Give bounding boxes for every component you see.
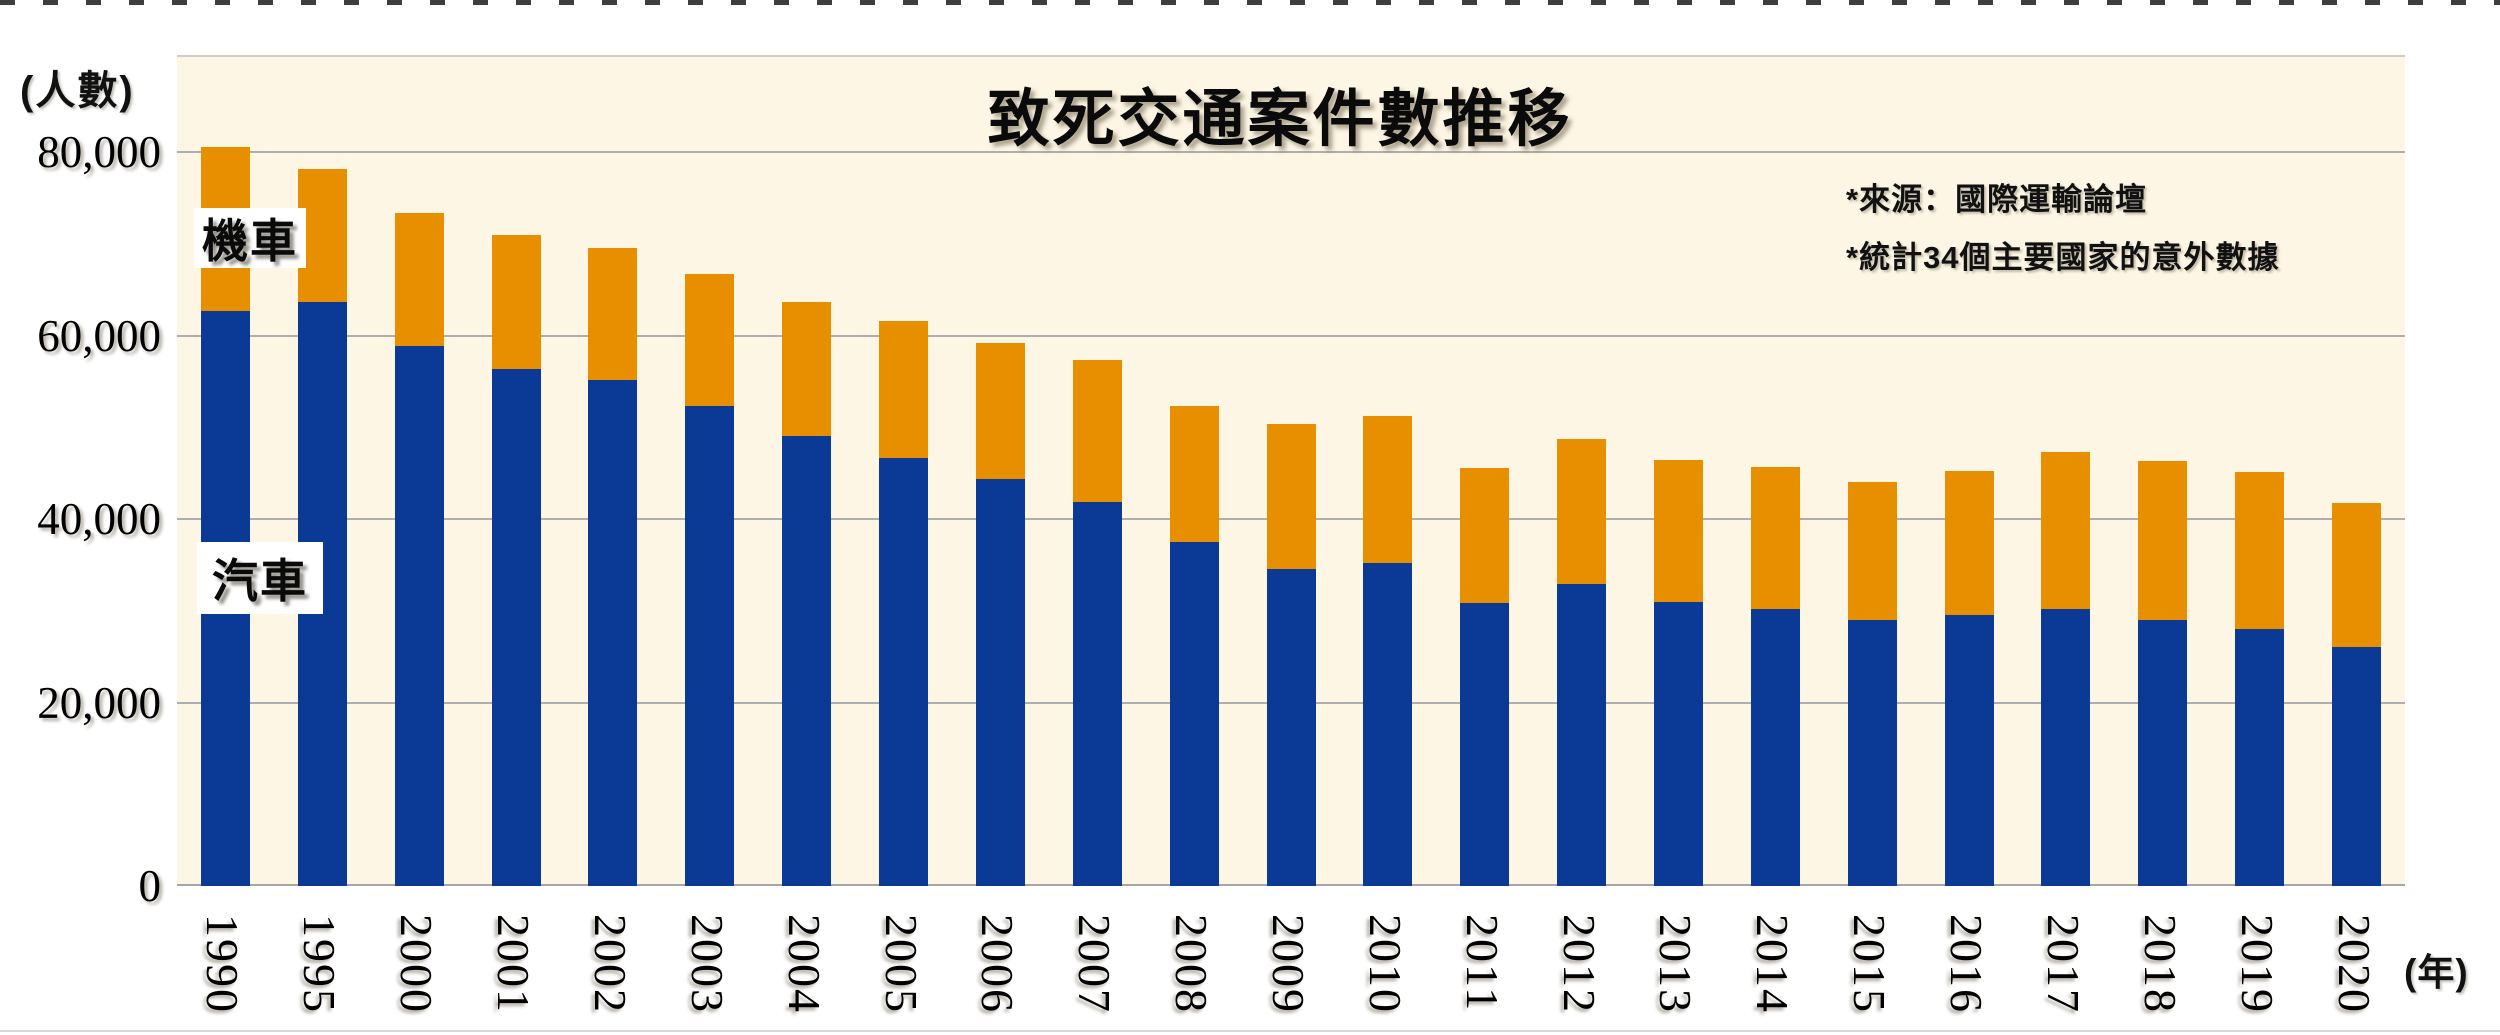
year-label-2009: 2009 [1263,914,1314,1014]
bar-car-segment-2006 [975,478,1025,886]
bar-moto-segment-2007 [1072,360,1122,502]
bar-car-segment-2005 [879,457,929,886]
bar-car-segment-2007 [1072,501,1122,886]
year-label-1995: 1995 [294,914,346,1014]
bar-moto-segment-2011 [1460,467,1510,604]
bar-moto-segment-2000 [394,213,444,346]
bar-moto-segment-2008 [1169,406,1219,542]
y-tick-label: 80,000 [37,127,161,177]
bar-car-segment-2019 [2235,629,2285,886]
bar-car-segment-2003 [685,406,735,886]
bar-car-segment-2014 [1750,608,1800,886]
bar-car-segment-2004 [782,436,832,886]
year-label-2018: 2018 [2134,914,2186,1014]
bar-moto-segment-2002 [588,248,638,380]
year-label-2016: 2016 [1941,914,1993,1014]
y-tick-label: 0 [138,861,162,911]
bar-car-segment-2017 [2041,608,2091,886]
year-label-2003: 2003 [681,914,733,1014]
year-label-2004: 2004 [778,914,830,1014]
bar-car-segment-2012 [1557,584,1607,886]
bar-car-segment-2018 [2138,619,2188,886]
bar-moto-segment-2001 [491,234,541,370]
bar-car-segment-2016 [1944,615,1994,886]
bar-moto-segment-2012 [1557,439,1607,585]
legend-moto-label: 機車 [202,215,298,267]
year-label-2010: 2010 [1359,914,1411,1014]
bar-moto-segment-2010 [1363,416,1413,564]
bar-moto-segment-2018 [2138,461,2188,620]
bar-moto-segment-2013 [1653,460,1703,603]
bar-moto-segment-2019 [2235,472,2285,630]
bar-moto-segment-2016 [1944,471,1994,616]
bar-car-segment-2001 [491,369,541,886]
bar-car-segment-2002 [588,379,638,886]
year-label-2019: 2019 [2231,914,2283,1014]
gridline-80000 [177,151,2405,153]
y-axis-unit-label: (人數) [20,69,135,113]
cropped-top-edge-artifact [0,0,2500,5]
bar-moto-segment-2015 [1847,482,1897,620]
bar-moto-segment-2006 [975,342,1025,479]
bar-car-segment-2011 [1460,603,1510,886]
year-label-2012: 2012 [1553,914,1605,1014]
bar-car-segment-2010 [1363,563,1413,886]
bar-car-segment-2008 [1169,541,1219,886]
bar-moto-segment-2005 [879,320,929,458]
x-axis-unit-label: (年) [2404,952,2469,993]
bar-car-segment-2009 [1266,568,1316,886]
year-label-2001: 2001 [488,914,540,1014]
year-label-2008: 2008 [1166,914,1218,1014]
bar-car-segment-2013 [1653,602,1703,886]
bottom-edge-line [0,1030,2500,1032]
year-label-2005: 2005 [875,914,927,1014]
annotation-source: *來源：國際運輸論壇 [1846,182,2148,217]
bar-moto-segment-2003 [685,274,735,407]
year-label-2017: 2017 [2037,914,2089,1014]
year-label-2013: 2013 [1650,914,1702,1014]
bar-car-segment-2020 [2332,646,2382,886]
chart-title: 致死交通案件數推移 [987,85,1573,154]
y-tick-label: 20,000 [37,677,161,728]
legend-moto-box: 機車 [194,208,306,268]
year-label-2007: 2007 [1069,914,1121,1014]
gridline-60000 [177,334,2405,337]
year-label-2020: 2020 [2328,914,2380,1014]
bar-car-segment-2015 [1847,619,1897,886]
year-label-2000: 2000 [391,914,443,1014]
year-label-2006: 2006 [972,914,1024,1014]
bar-moto-segment-2017 [2041,452,2091,609]
year-label-2015: 2015 [1844,914,1896,1014]
legend-car-label: 汽車 [212,555,308,607]
year-label-2011: 2011 [1456,914,1508,1013]
bar-car-segment-2000 [394,345,444,886]
year-label-2014: 2014 [1747,914,1799,1014]
bar-moto-segment-2009 [1266,424,1316,569]
legend-car-box: 汽車 [197,542,323,614]
bar-moto-segment-2020 [2332,503,2382,647]
annotation-note: *統計34個主要國家的意外數據 [1846,240,2280,275]
bar-moto-segment-2004 [782,302,832,437]
bar-moto-segment-2014 [1750,466,1800,609]
year-label-1990: 1990 [197,914,249,1014]
year-label-2002: 2002 [584,914,636,1014]
y-tick-label: 40,000 [37,494,161,544]
y-tick-label: 60,000 [37,310,161,361]
